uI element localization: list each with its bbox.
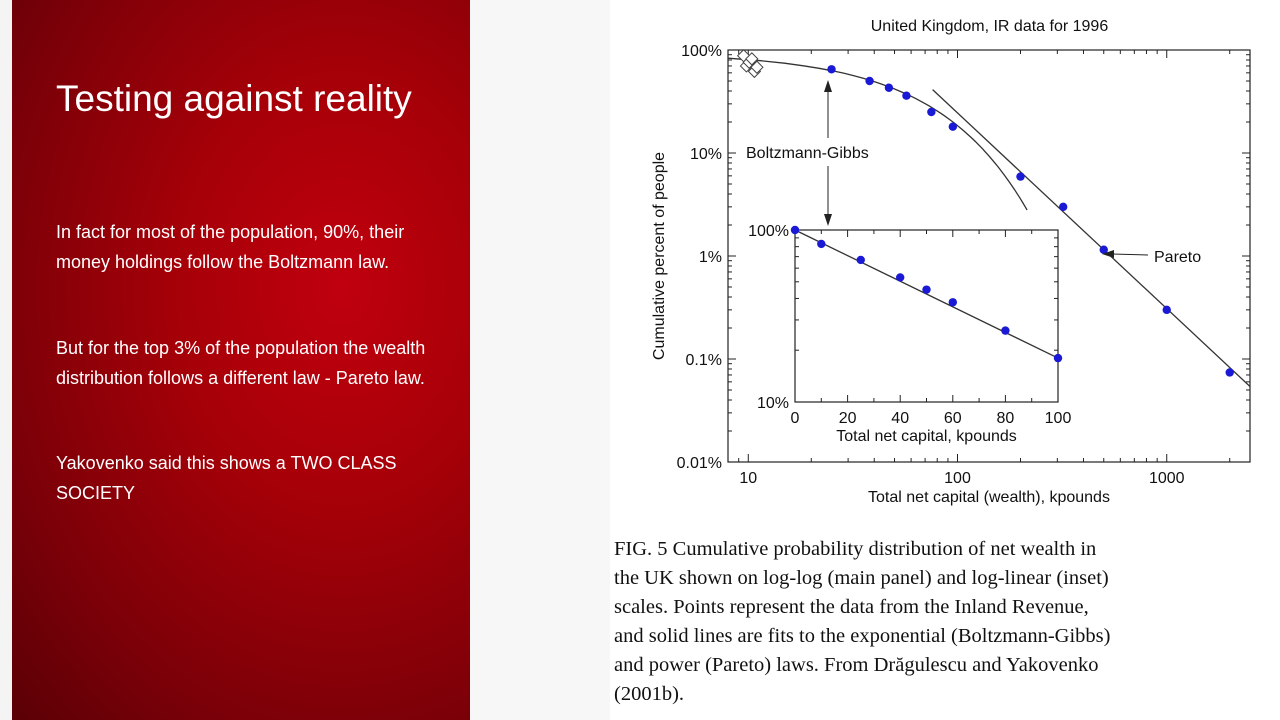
data-point — [948, 122, 958, 131]
inset-y-tick-label: 10% — [757, 395, 789, 412]
caption-line: the UK shown on log-log (main panel) and… — [614, 567, 1109, 589]
x-tick-label: 100 — [944, 470, 971, 487]
data-point — [1162, 305, 1171, 315]
annotation-arrowhead — [824, 214, 832, 226]
boltzmann-gibbs-fit-line — [727, 57, 1028, 211]
y-tick-label: 0.01% — [677, 455, 722, 472]
data-point — [902, 91, 911, 100]
inset-x-axis-label: Total net capital, kpounds — [836, 428, 1017, 445]
inset-y-tick-label: 100% — [748, 223, 789, 240]
inset-x-tick-label: 60 — [944, 410, 962, 427]
inset-plot-frame — [794, 229, 1059, 403]
inset-data-point — [856, 255, 865, 265]
data-point — [1225, 368, 1234, 377]
slide-paragraph-2: But for the top 3% of the population the… — [56, 338, 426, 388]
annotation-arrowhead — [1102, 250, 1114, 258]
diamond-data-point — [745, 52, 759, 66]
inset-x-tick-label: 20 — [839, 410, 857, 427]
data-point — [1099, 245, 1108, 254]
y-tick-label: 1% — [699, 249, 722, 266]
pareto-fit-line — [932, 89, 1251, 387]
annotation-arrow — [1111, 253, 1149, 256]
y-tick-label: 10% — [690, 146, 722, 163]
caption-line: scales. Points represent the data from t… — [614, 596, 1089, 618]
x-axis-label: Total net capital (wealth), kpounds — [868, 489, 1110, 506]
slide-paragraph-1: In fact for most of the population, 90%,… — [56, 222, 405, 272]
data-point — [884, 83, 894, 92]
annotation-arrowhead — [824, 80, 832, 92]
caption-line: (2001b). — [614, 683, 685, 705]
y-tick-label: 0.1% — [686, 352, 722, 369]
inset-data-point — [790, 225, 800, 235]
left-margin — [0, 0, 12, 720]
y-tick-label: 100% — [681, 43, 722, 60]
inset-x-tick-label: 40 — [891, 410, 909, 427]
inset-data-point — [896, 273, 905, 282]
data-point — [1059, 202, 1068, 212]
data-point — [827, 65, 836, 74]
inset-data-point — [922, 285, 931, 294]
pareto-label: Pareto — [1154, 249, 1201, 266]
boltzmann-gibbs-label: Boltzmann-Gibbs — [746, 145, 869, 162]
y-axis-label: Cumulative percent of people — [651, 152, 668, 360]
caption-line: and solid lines are fits to the exponent… — [614, 625, 1111, 647]
inset-exponential-fit-line — [794, 229, 1059, 359]
inset-x-tick-label: 100 — [1045, 410, 1072, 427]
inset-x-tick-label: 80 — [997, 410, 1015, 427]
diamond-data-point — [750, 60, 764, 74]
inset-data-point — [948, 298, 957, 307]
caption-line: FIG. 5 Cumulative probability distributi… — [614, 538, 1097, 560]
slide-title: Testing against reality — [56, 78, 412, 119]
slide-gap — [470, 0, 610, 720]
slide-text-panel: Testing against reality In fact for most… — [12, 0, 470, 720]
chart-title: United Kingdom, IR data for 1996 — [870, 18, 1109, 35]
inset-x-tick-label: 0 — [791, 410, 800, 427]
x-tick-label: 1000 — [1149, 470, 1185, 487]
data-point — [1016, 172, 1025, 181]
inset-data-point — [1053, 353, 1063, 363]
data-point — [865, 76, 874, 86]
inset-data-point — [817, 239, 826, 249]
slide-paragraph-3: Yakovenko said this shows a TWO CLASS SO… — [56, 453, 397, 503]
figure-caption: FIG. 5 Cumulative probability distributi… — [614, 535, 1280, 709]
caption-line: and power (Pareto) laws. From Drăgulescu… — [614, 654, 1099, 676]
inset-data-point — [1001, 326, 1010, 335]
x-tick-label: 10 — [739, 470, 757, 487]
data-point — [927, 107, 936, 117]
